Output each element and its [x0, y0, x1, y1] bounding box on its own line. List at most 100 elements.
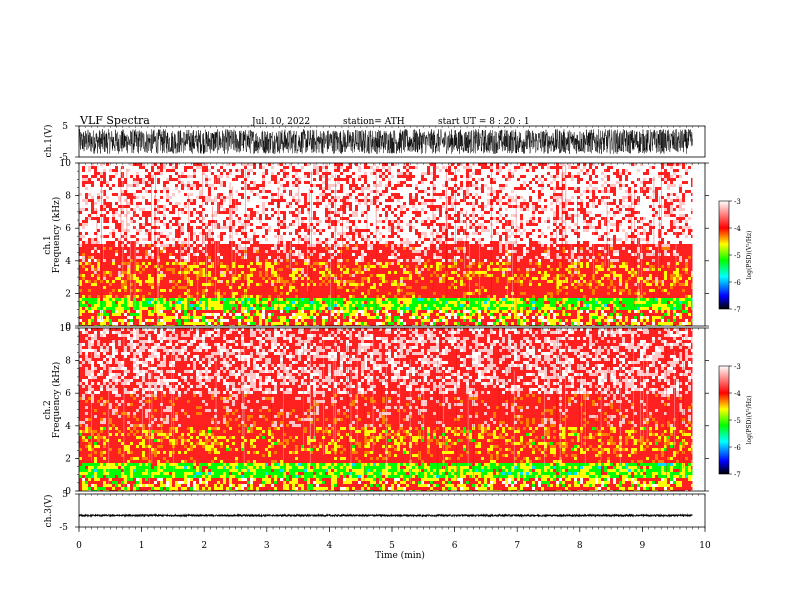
spectrogram-cell — [553, 187, 556, 190]
spectrogram-cell — [460, 169, 463, 172]
spectrogram-cell — [457, 214, 460, 217]
spectrogram-cell — [130, 190, 133, 193]
spectrogram-cell — [346, 190, 349, 193]
spectrogram-cell — [175, 226, 178, 229]
spectrogram-cell — [658, 181, 661, 184]
spectrogram-cell — [190, 211, 193, 214]
spectrogram-cell — [499, 217, 502, 220]
spectrogram-cell — [346, 229, 349, 232]
spectrogram-cell — [256, 172, 259, 175]
spectrogram-cell — [463, 187, 466, 190]
spectrogram-cell — [262, 184, 265, 187]
spectrogram-cell — [220, 172, 223, 175]
spectrogram-cell — [547, 226, 550, 229]
spectrogram-cell — [271, 232, 274, 235]
spectrogram-cell — [82, 226, 85, 229]
spectrogram-cell — [229, 169, 232, 172]
spectrogram-cell — [574, 223, 577, 226]
spectrogram-cell — [355, 166, 358, 169]
spectrogram-cell — [583, 175, 586, 178]
spectrogram-cell — [613, 196, 616, 199]
spectrogram-cell — [220, 214, 223, 217]
spectrogram-cell — [412, 205, 415, 208]
spectrogram-cell — [610, 166, 613, 169]
spectrogram-cell — [577, 190, 580, 193]
spectrogram-cell — [91, 220, 94, 223]
spectrogram-cell — [274, 175, 277, 178]
spectrogram-cell — [688, 178, 691, 181]
spectrogram-cell — [316, 187, 319, 190]
spectrogram-cell — [385, 187, 388, 190]
spectrogram-cell — [241, 172, 244, 175]
spectrogram-cell — [538, 202, 541, 205]
spectrogram-cell — [217, 217, 220, 220]
spectrogram-cell — [403, 211, 406, 214]
spectrogram-cell — [676, 202, 679, 205]
spectrogram-cell — [472, 181, 475, 184]
spectrogram-cell — [613, 178, 616, 181]
spectrogram-cell — [514, 208, 517, 211]
spectrogram-cell — [484, 178, 487, 181]
spectrogram-cell — [424, 184, 427, 187]
spectrogram-cell — [79, 172, 82, 175]
spectrogram-cell — [190, 220, 193, 223]
spectrogram-cell — [331, 199, 334, 202]
spectrogram-cell — [376, 169, 379, 172]
spectrogram-cell — [91, 202, 94, 205]
spectrogram-cell — [382, 226, 385, 229]
spectrogram-cell — [547, 169, 550, 172]
spectrogram-cell — [145, 217, 148, 220]
spectrogram-cell — [451, 220, 454, 223]
spectrogram-cell — [619, 178, 622, 181]
spectrogram-cell — [298, 193, 301, 196]
spectrogram-cell — [352, 220, 355, 223]
spectrogram-cell — [673, 196, 676, 199]
spectrogram-cell — [262, 166, 265, 169]
spectrogram-cell — [580, 223, 583, 226]
spectrogram-cell — [589, 211, 592, 214]
spectrogram-cell — [496, 226, 499, 229]
spectrogram-cell — [589, 175, 592, 178]
spectrogram-cell — [550, 199, 553, 202]
spectrogram-cell — [163, 220, 166, 223]
spectrogram-cell — [265, 196, 268, 199]
spectrogram-cell — [343, 220, 346, 223]
spectrogram-cell — [523, 205, 526, 208]
spectrogram-cell — [691, 217, 692, 220]
spectrogram-cell — [220, 223, 223, 226]
spectrogram-cell — [544, 232, 547, 235]
spectrogram-cell — [346, 172, 349, 175]
spectrogram-cell — [109, 181, 112, 184]
spectrogram-cell — [532, 184, 535, 187]
spectrogram-cell — [247, 223, 250, 226]
spectrogram-cell — [496, 205, 499, 208]
spectrogram-cell — [577, 166, 580, 169]
spectrogram-cell — [217, 181, 220, 184]
spectrogram-cell — [337, 220, 340, 223]
spectrogram-cell — [349, 178, 352, 181]
spectrogram-cell — [97, 199, 100, 202]
spectrogram-cell — [127, 163, 130, 166]
spectrogram-cell — [361, 178, 364, 181]
spectrogram-cell — [610, 199, 613, 202]
spectrogram-cell — [364, 229, 367, 232]
spectrogram-cell — [205, 178, 208, 181]
spectrogram-cell — [148, 169, 151, 172]
spectrogram-cell — [253, 211, 256, 214]
spectrogram-cell — [169, 223, 172, 226]
spectrogram-cell — [553, 184, 556, 187]
spectrogram-cell — [415, 178, 418, 181]
spectrogram-cell — [664, 226, 667, 229]
spectrogram-cell — [535, 178, 538, 181]
spectrogram-cell — [679, 226, 682, 229]
spectrogram-cell — [487, 163, 490, 166]
spectrogram-cell — [190, 205, 193, 208]
spectrogram-cell — [88, 199, 91, 202]
spectrogram-cell — [691, 193, 692, 196]
spectrogram-cell — [601, 229, 604, 232]
spectrogram-cell — [427, 199, 430, 202]
spectrogram-cell — [265, 187, 268, 190]
spectrogram-cell — [400, 163, 403, 166]
spectrogram-cell — [139, 220, 142, 223]
spectrogram-cell — [361, 184, 364, 187]
